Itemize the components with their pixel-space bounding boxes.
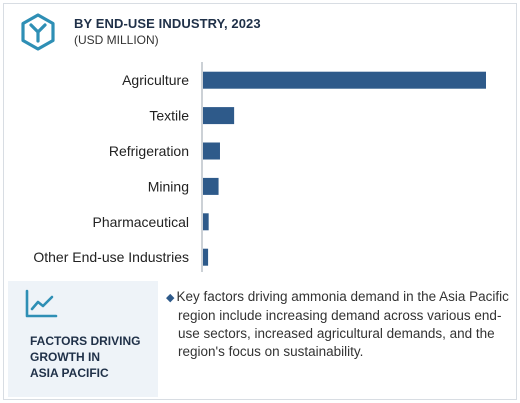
chart-header: BY END-USE INDUSTRY, 2023 (USD MILLION) — [18, 12, 508, 52]
category-label: Agriculture — [122, 72, 189, 88]
growth-factors-sidebar: FACTORS DRIVING GROWTH IN ASIA PACIFIC — [8, 281, 158, 397]
hexagon-y-logo-icon — [21, 13, 55, 51]
bar-textile — [203, 107, 235, 125]
growth-factors-heading: FACTORS DRIVING GROWTH IN ASIA PACIFIC — [30, 334, 141, 380]
category-label: Other End-use Industries — [33, 249, 189, 265]
trend-line-chart-icon — [25, 289, 58, 318]
bar-mining — [203, 177, 219, 195]
category-label: Refrigeration — [109, 143, 189, 159]
growth-factors-panel: FACTORS DRIVING GROWTH IN ASIA PACIFIC ◆… — [4, 281, 516, 397]
bar-pharmaceutical — [203, 213, 209, 231]
bar-chart: Agriculture Textile Refrigeration Mining Pha… — [33, 62, 486, 272]
bar-agriculture — [203, 71, 486, 89]
bar-refrigeration — [203, 142, 220, 160]
growth-factors-text: ◆ Key factors driving ammonia demand in t… — [162, 288, 512, 361]
category-label: Mining — [148, 178, 189, 194]
chart-title: BY END-USE INDUSTRY, 2023 — [74, 16, 261, 31]
category-label: Pharmaceutical — [93, 214, 190, 230]
bar-other-end-use-industries — [203, 248, 209, 266]
chart-subtitle: (USD MILLION) — [74, 33, 159, 47]
category-label: Textile — [149, 108, 189, 124]
diamond-bullet-icon: ◆ — [166, 292, 175, 304]
growth-factors-description: Key factors driving ammonia demand in th… — [176, 289, 509, 359]
